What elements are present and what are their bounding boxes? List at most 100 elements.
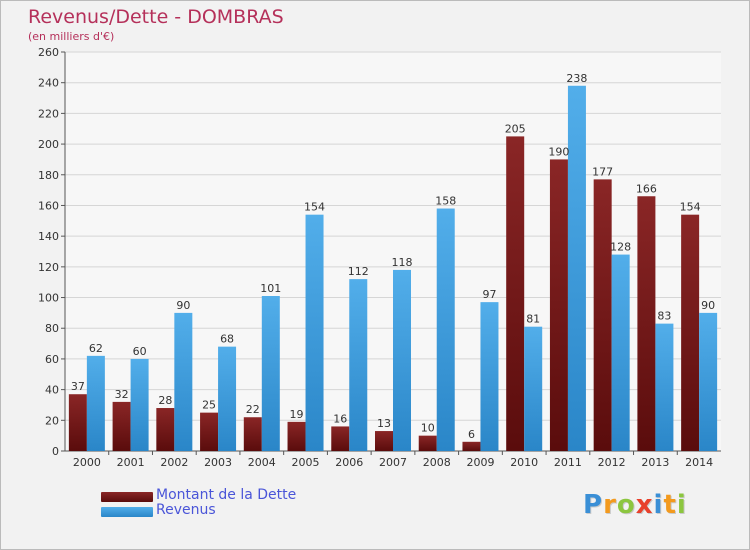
y-tick-label: 60: [45, 353, 59, 366]
data-label-revenus: 118: [392, 256, 413, 269]
data-label-revenus: 81: [526, 313, 540, 326]
y-tick-label: 120: [38, 261, 59, 274]
data-label-dette: 19: [290, 408, 304, 421]
bar-dette: [637, 196, 656, 451]
data-label-revenus: 154: [304, 201, 325, 214]
x-tick-label: 2014: [685, 456, 713, 469]
data-label-dette: 32: [115, 388, 129, 401]
y-tick-label: 80: [45, 322, 59, 335]
data-label-revenus: 128: [610, 241, 631, 254]
x-tick-label: 2011: [554, 456, 582, 469]
bar-dette: [593, 179, 612, 451]
bar-revenus: [86, 355, 105, 451]
data-label-dette: 16: [333, 412, 347, 425]
bar-dette: [200, 412, 219, 451]
y-tick-label: 0: [52, 445, 59, 458]
y-tick-label: 100: [38, 292, 59, 305]
data-label-revenus: 158: [435, 195, 456, 208]
bar-revenus: [218, 346, 237, 451]
bar-revenus: [436, 208, 455, 451]
data-label-revenus: 68: [220, 333, 234, 346]
y-tick-label: 180: [38, 169, 59, 182]
bar-revenus: [305, 214, 324, 451]
x-tick-label: 2007: [379, 456, 407, 469]
x-axis: 2000 2001 2002 2003 2004 2005 2006 2007 2008 2009…: [73, 451, 713, 469]
bar-dette: [68, 394, 87, 451]
bar-dette: [681, 214, 700, 451]
data-label-revenus: 238: [566, 72, 587, 85]
x-tick-label: 2001: [117, 456, 145, 469]
x-tick-label: 2003: [204, 456, 232, 469]
data-label-dette: 6: [468, 428, 475, 441]
data-label-revenus: 90: [176, 299, 190, 312]
bar-revenus: [567, 85, 586, 451]
bars: [68, 85, 718, 451]
bar-revenus: [261, 296, 280, 451]
bar-dette: [112, 401, 131, 451]
bar-dette: [287, 421, 306, 451]
data-label-dette: 13: [377, 417, 391, 430]
data-labels: 37 62 32 60 28 90 25 68 22 101 19 154 16 112 13 118 10 15…: [71, 72, 715, 441]
data-label-revenus: 90: [701, 299, 715, 312]
data-label-dette: 166: [636, 182, 657, 195]
y-tick-label: 140: [38, 230, 59, 243]
bar-revenus: [349, 279, 368, 451]
bar-dette: [506, 136, 525, 451]
bar-revenus: [174, 312, 193, 451]
bar-revenus: [524, 326, 543, 451]
y-tick-label: 20: [45, 414, 59, 427]
bar-revenus: [130, 358, 149, 451]
x-tick-label: 2006: [335, 456, 363, 469]
bar-dette: [375, 431, 393, 451]
bar-dette: [549, 159, 568, 451]
data-label-dette: 22: [246, 403, 260, 416]
data-label-revenus: 101: [260, 282, 281, 295]
y-tick-label: 220: [38, 107, 59, 120]
bar-revenus: [480, 302, 499, 451]
bar-revenus: [611, 254, 630, 451]
data-label-revenus: 60: [133, 345, 147, 358]
y-tick-label: 40: [45, 384, 59, 397]
x-tick-label: 2013: [641, 456, 669, 469]
data-label-dette: 177: [592, 165, 613, 178]
data-label-dette: 190: [548, 145, 569, 158]
y-tick-label: 160: [38, 199, 59, 212]
data-label-revenus: 112: [348, 265, 369, 278]
data-label-revenus: 62: [89, 342, 103, 355]
bar-revenus: [393, 269, 411, 451]
bar-dette: [331, 426, 350, 451]
y-tick-label: 200: [38, 138, 59, 151]
data-label-dette: 28: [158, 394, 172, 407]
proxiti-logo: Proxiti: [583, 490, 687, 520]
data-label-dette: 154: [680, 201, 701, 214]
data-label-dette: 10: [421, 422, 435, 435]
bar-dette: [418, 435, 437, 451]
x-tick-label: 2000: [73, 456, 101, 469]
chart-title: Revenus/Dette - DOMBRAS: [28, 6, 284, 28]
bar-dette: [156, 408, 175, 451]
legend-label-debt: Montant de la Dette: [156, 487, 297, 503]
y-tick-label: 260: [38, 46, 59, 59]
bar-revenus: [699, 312, 718, 451]
x-tick-label: 2012: [598, 456, 626, 469]
bar-dette: [462, 441, 481, 451]
x-tick-label: 2002: [160, 456, 188, 469]
data-label-dette: 25: [202, 399, 216, 412]
legend-swatch-revenus: [101, 507, 153, 517]
x-tick-label: 2010: [510, 456, 538, 469]
y-tick-label: 240: [38, 77, 59, 90]
data-label-revenus: 83: [657, 310, 671, 323]
x-tick-label: 2009: [466, 456, 494, 469]
data-label-dette: 205: [505, 122, 526, 135]
chart-subtitle: (en milliers d'€): [28, 30, 115, 43]
legend-label-revenus: Revenus: [156, 502, 216, 518]
x-tick-label: 2008: [423, 456, 451, 469]
x-tick-label: 2005: [292, 456, 320, 469]
bar-dette: [243, 417, 262, 451]
bar-revenus: [655, 323, 674, 451]
legend-swatch-debt: [101, 492, 153, 502]
data-label-dette: 37: [71, 380, 85, 393]
x-tick-label: 2004: [248, 456, 276, 469]
